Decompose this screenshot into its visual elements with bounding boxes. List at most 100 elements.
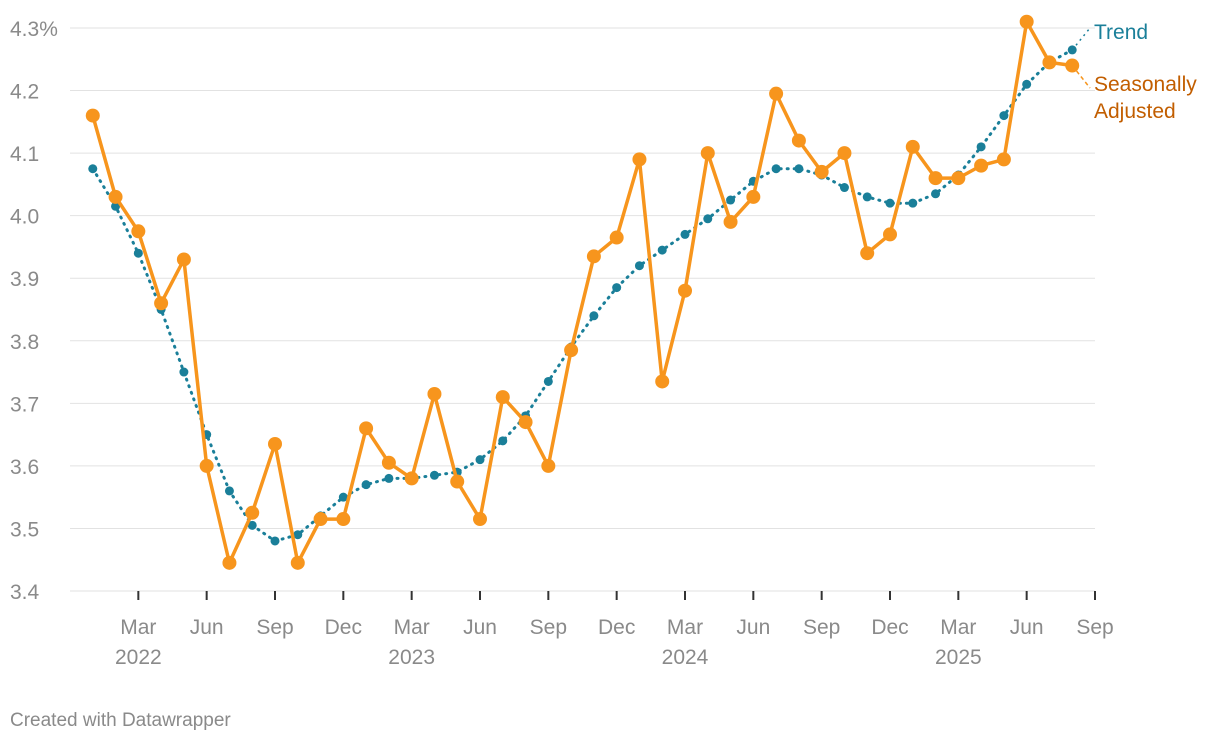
trend-point [179,367,189,377]
trend-point [885,198,895,208]
seasonally-adjusted-point [359,421,374,436]
trend-point [862,192,872,202]
trend-point [612,283,622,293]
seasonally-adjusted-point [199,458,214,473]
seasonally-adjusted-point [655,374,670,389]
y-tick-label: 4.0 [10,206,39,229]
x-tick-label: Mar [120,616,156,639]
credit-text: Created with Datawrapper [10,710,231,731]
seasonally-adjusted-point [268,436,282,451]
y-tick-label: 3.6 [10,456,39,479]
trend-point [999,111,1009,121]
x-tick-label: Jun [736,616,770,639]
seasonally-adjusted-point [723,214,738,229]
trend-point [270,536,280,546]
trend-point [908,198,918,208]
seasonally-adjusted-point [632,152,647,167]
x-tick-label: Mar [940,616,976,639]
trend-point [680,229,690,239]
trend-point [726,195,736,205]
trend-point [543,376,553,386]
seasonally-adjusted-point [381,455,396,470]
seasonally-adjusted-point [837,146,852,161]
y-tick-label: 4.3% [10,18,58,41]
seasonally-adjusted-point [678,283,692,298]
trend-label: Trend [1094,21,1148,44]
x-tick-year-label: 2024 [662,646,709,669]
seasonally-adjusted-point [883,227,897,242]
trend-point [794,164,804,174]
seasonally-adjusted-point [541,458,556,473]
y-tick-label: 3.8 [10,331,39,354]
seasonally-adjusted-point [609,230,624,245]
y-tick-label: 3.9 [10,268,39,291]
x-tick-label: Sep [530,616,567,639]
x-tick-label: Dec [598,616,635,639]
trend-point [293,530,303,540]
seasonally-adjusted-point [1019,14,1034,29]
trend-point [657,245,667,255]
trend-line [91,48,1074,543]
x-tick-label: Dec [325,616,362,639]
seasonally-adjusted-point [700,146,715,161]
trend-point [771,164,781,174]
y-tick-label: 4.2 [10,81,39,104]
chart: 3.4 3.5 3.6 3.7 3.8 3.9 4.0 4.1 4.2 4.3% Mar 2022 J… [10,14,1197,669]
seasonally-adjusted-point [131,224,146,239]
series-labels: Trend Seasonally Adjusted [1071,21,1197,123]
gridlines [70,27,1095,592]
x-tick-year-label: 2022 [115,646,162,669]
trend-point [498,436,508,446]
trend-point [931,189,941,199]
seasonally-adjusted-point [108,189,123,204]
x-axis: Mar 2022 Jun Sep Dec Mar 2023 Jun Sep Dec Mar 2024 J… [115,591,1114,669]
trend-point [247,520,257,530]
seasonally-adjusted-point [473,512,487,527]
trend-point [429,470,439,480]
seasonally-adjusted-point [928,171,943,186]
seasonally-adjusted-point [564,343,579,358]
seasonally-adjusted-point [313,512,328,527]
x-tick-label: Jun [463,616,497,639]
y-tick-label: 3.4 [10,581,40,604]
trend-point [634,261,644,271]
trend-point [475,455,485,465]
x-tick-label: Sep [803,616,840,639]
seasonally-adjusted-point [996,152,1011,167]
seasonally-adjusted-point [404,471,419,486]
seasonally-adjusted-point [245,505,260,520]
y-axis: 3.4 3.5 3.6 3.7 3.8 3.9 4.0 4.1 4.2 4.3% [10,18,58,604]
seasonally-adjusted-point [336,512,351,527]
trend-point [1022,79,1032,89]
seasonally-adjusted-point [791,133,806,148]
seasonally-adjusted-point [746,189,761,204]
x-tick-label: Sep [1076,616,1113,639]
trend-point [589,311,599,321]
seasonally-adjusted-point [495,390,510,405]
x-tick-label: Mar [394,616,430,639]
x-tick-year-label: 2025 [935,646,982,669]
x-tick-label: Jun [1010,616,1044,639]
x-tick-year-label: 2023 [388,646,435,669]
seasonally-adjusted-point [974,158,989,173]
seasonally-adjusted-point [905,139,920,154]
x-tick-label: Mar [667,616,703,639]
trend-point [338,492,348,502]
x-tick-label: Dec [871,616,908,639]
y-tick-label: 3.7 [10,393,39,416]
trend-point [703,214,713,224]
trend-point [133,248,143,258]
seasonally-adjusted-point [951,171,966,186]
seasonally-adjusted-point [290,555,305,570]
trend-point [361,480,371,490]
trend-point [88,164,98,174]
seasonally-adjusted-point [427,386,442,401]
seasonally-adjusted-point [154,296,169,311]
seasonally-adjusted-point [769,86,784,101]
y-tick-label: 3.5 [10,518,39,541]
x-tick-label: Sep [256,616,293,639]
seasonally-adjusted-line [91,19,1073,565]
seasonally-adjusted-point [860,246,875,261]
trend-point [976,142,986,152]
seasonally-adjusted-point [814,164,829,179]
